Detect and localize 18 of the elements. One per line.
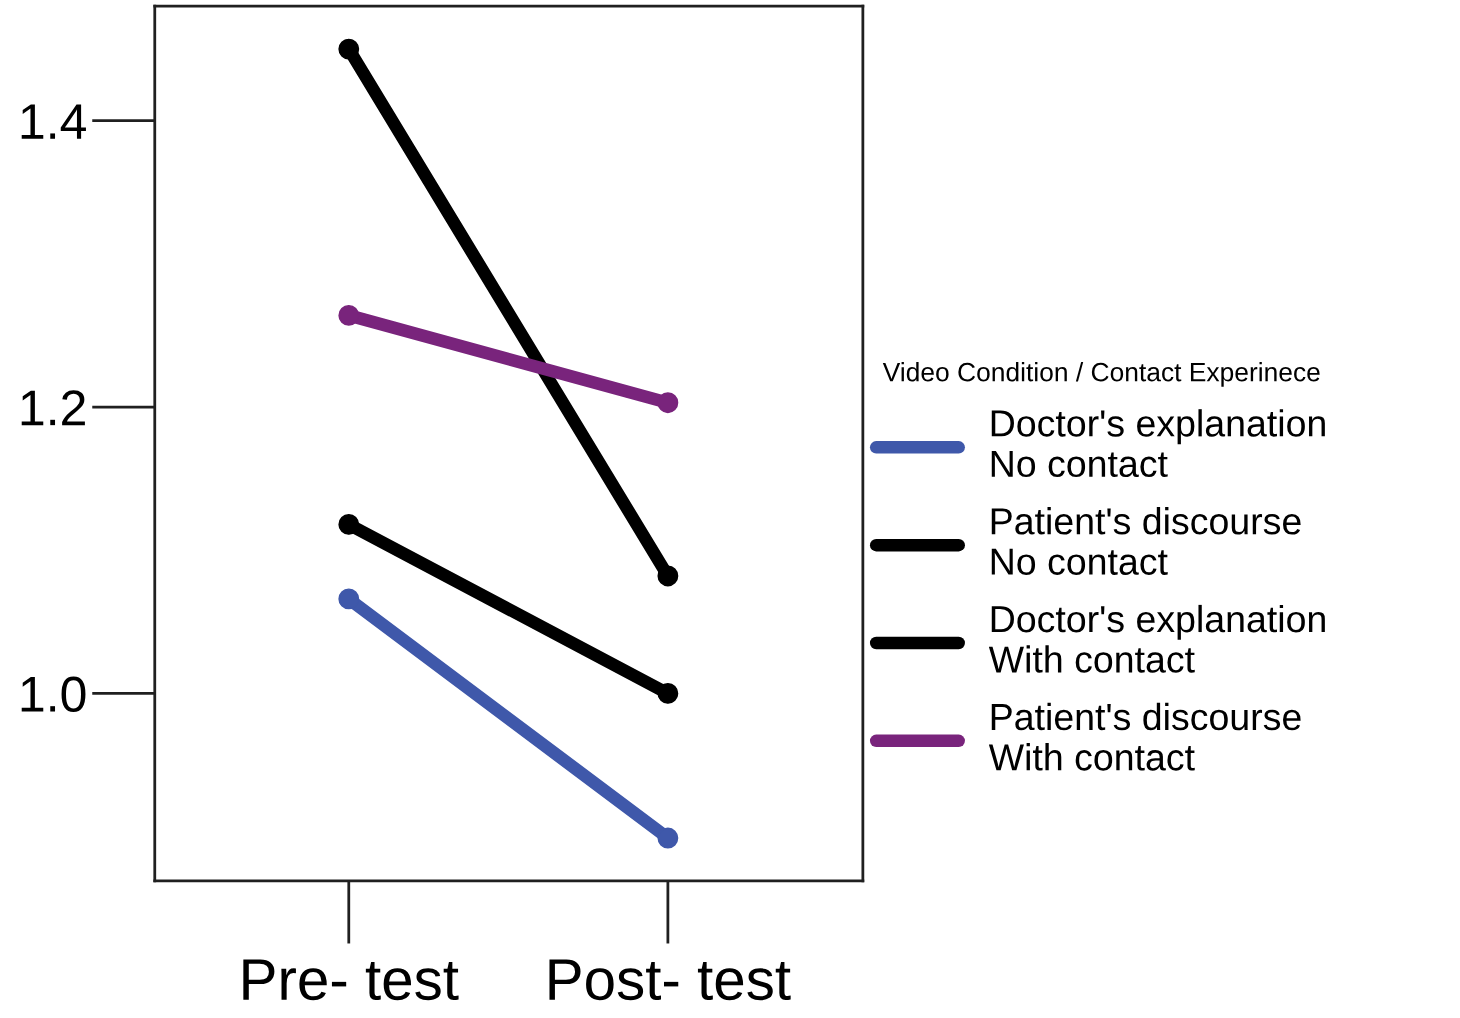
legend-title: Video Condition / Contact Experinece [882, 362, 1320, 387]
point [657, 682, 679, 704]
point [338, 38, 360, 60]
point [657, 565, 679, 587]
y-tick-label: 1.0 [21, 676, 86, 713]
y-tick-label: 1.4 [21, 104, 86, 139]
point [338, 514, 360, 535]
legend-label: Doctor's explanation With contact [988, 604, 1325, 673]
point [657, 392, 679, 414]
point [338, 304, 360, 326]
x-tick-label: Post- test [549, 959, 791, 1001]
point [657, 827, 679, 849]
legend-label: Doctor's explanation No contact [991, 409, 1325, 478]
y-tick-label: 1.2 [21, 390, 85, 426]
x-tick-label: Pre- test [243, 959, 459, 1001]
legend-label: Patient's discourse With contact [988, 702, 1301, 771]
point [338, 588, 360, 610]
legend-label: Patient's discourse No contact [991, 507, 1301, 575]
